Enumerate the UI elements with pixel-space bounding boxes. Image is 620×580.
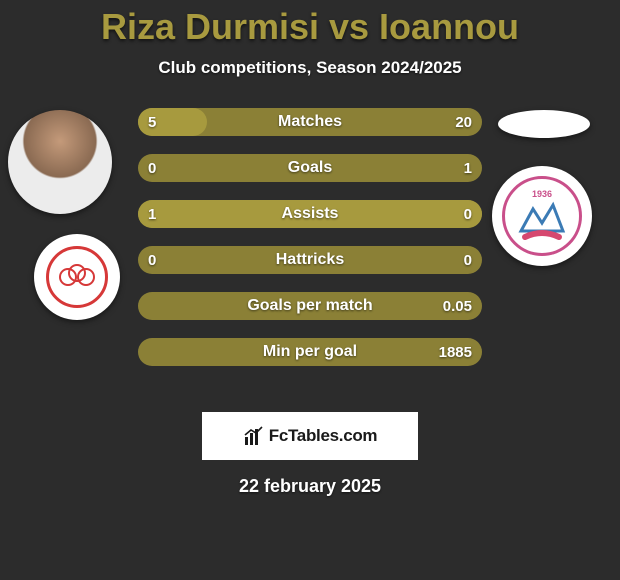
right-avatars: 1936: [492, 108, 612, 266]
shield-icon: [57, 263, 97, 291]
stat-label: Goals per match: [138, 292, 482, 320]
club-year: 1936: [532, 189, 552, 199]
stat-label: Goals: [138, 154, 482, 182]
stat-label: Matches: [138, 108, 482, 136]
stat-bar: 00Hattricks: [138, 246, 482, 274]
page-title: Riza Durmisi vs Ioannou: [0, 0, 620, 48]
fctables-banner: FcTables.com: [202, 412, 418, 460]
date-text: 22 february 2025: [0, 476, 620, 497]
stat-bar: 1885Min per goal: [138, 338, 482, 366]
stat-bar: 01Goals: [138, 154, 482, 182]
stat-label: Min per goal: [138, 338, 482, 366]
stat-bar: 10Assists: [138, 200, 482, 228]
stat-label: Assists: [138, 200, 482, 228]
stat-bars: 520Matches 01Goals 10Assists 00Hattricks 0.0…: [138, 108, 482, 384]
stats-area: 1936 520Matches 01Goals 10Assists 00Hattric…: [0, 108, 620, 398]
banner-text: FcTables.com: [269, 426, 378, 446]
club-logo-icon: 1936: [507, 181, 577, 251]
left-player-avatar: [8, 110, 112, 214]
stat-label: Hattricks: [138, 246, 482, 274]
right-club-badge-inner: 1936: [502, 176, 582, 256]
right-club-badge: 1936: [492, 166, 592, 266]
left-club-badge: [34, 234, 120, 320]
left-club-badge-inner: [46, 246, 108, 308]
stat-bar: 520Matches: [138, 108, 482, 136]
chart-icon: [243, 425, 265, 447]
stat-bar: 0.05Goals per match: [138, 292, 482, 320]
left-avatars: [8, 108, 128, 320]
subtitle: Club competitions, Season 2024/2025: [0, 58, 620, 78]
right-player-placeholder: [498, 110, 590, 138]
